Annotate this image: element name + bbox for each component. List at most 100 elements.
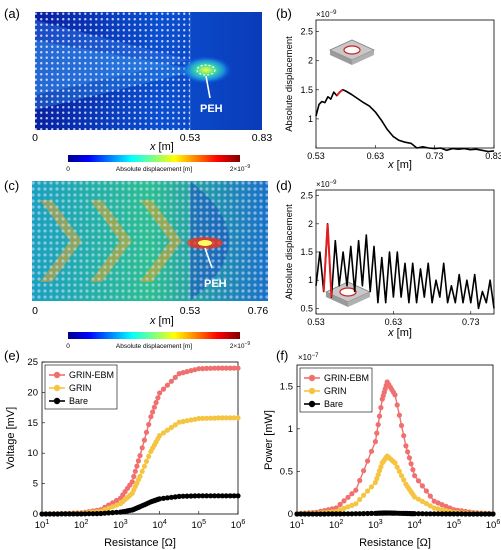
panel-d-xlabel: x [m] [387, 327, 412, 339]
panel-e-series-0-point-25 [129, 479, 135, 485]
panel-f-series-2-point-47 [419, 511, 425, 517]
panel-e-series-1-point-48 [188, 417, 194, 423]
panel-e-series-2-point-1 [43, 511, 49, 517]
panel-e-y-tick-4: 20 [27, 387, 38, 398]
panel-f-series-0-point-36 [394, 402, 400, 408]
panel-e-series-2-point-12 [86, 511, 92, 517]
panel-b-y-tick-3: 2.5 [300, 27, 313, 37]
panel-f-series-1-point-46 [415, 496, 422, 502]
panel-e-series-0-point-48 [188, 368, 194, 374]
panel-f-series-0-point-38 [398, 422, 405, 429]
panel-f-series-2-point-1 [298, 511, 304, 517]
panel-d-y-tick-2: 1.5 [300, 247, 313, 257]
panel-d-y-tick-3: 2 [308, 219, 313, 229]
panel-f-series-2-point-46 [415, 511, 422, 517]
panel-e-series-2-point-2 [47, 511, 53, 517]
panel-f-legend-label-0: GRIN-EBM [324, 373, 369, 383]
panel-e-series-2-point-42 [164, 495, 170, 501]
panel-e-series-2-point-41 [160, 495, 167, 501]
panel-f-series-1-point-19 [368, 484, 375, 490]
panel-c-colorbar-min: 0 [66, 343, 70, 350]
panel-b-y-tick-2: 2 [308, 56, 313, 66]
panel-b-plot [315, 89, 495, 153]
panel-f-series-0-point-18 [365, 458, 371, 464]
panel-f-exponent: ×10−7 [298, 353, 319, 362]
panel-e-series-1-point-17 [106, 505, 112, 511]
panel-d-series-line [315, 223, 495, 310]
panel-b-x-tick-3: 0.83 [485, 151, 501, 161]
panel-a-label: (a) [4, 6, 20, 21]
panel-e-series-1-point-51 [200, 415, 206, 421]
panel-e-series-0-point-46 [180, 370, 186, 376]
panel-e-series-0-point-49 [192, 367, 198, 373]
panel-a-x-tick-2: 0.83 [252, 132, 273, 144]
panel-f-series-1-point-45 [412, 494, 418, 500]
panel-e-series-0-point-57 [223, 365, 229, 371]
panel-f-y-tick-1: 0.5 [280, 466, 293, 477]
panel-f-series-0-point-19 [368, 448, 375, 454]
panel-f-series-1-point-11 [337, 507, 343, 513]
panel-e-series-2-point-7 [66, 511, 72, 517]
panel-f-series-1-point-47 [419, 498, 425, 504]
panel-d-plate-icon [325, 281, 371, 307]
panel-a-colorbar-max: 2×10−9 [230, 164, 251, 173]
panel-e-series-1-point-32 [141, 463, 147, 469]
panel-e-series-2-point-17 [106, 510, 112, 516]
panel-b-y-ticks: 1 1.5 2 2.5 [300, 27, 319, 124]
panel-e-series-2-point-47 [184, 493, 190, 499]
panel-b-exponent: ×10−9 [316, 10, 337, 19]
panel-f-x-tick-0: 101 [290, 519, 305, 531]
panel-b-ylabel: Absolute displacement [284, 36, 295, 132]
panel-d-y-tick-0: 0.5 [300, 303, 313, 313]
panel-b-x-tick-2: 0.73 [426, 151, 444, 161]
panel-f-series-1-point-21 [374, 476, 380, 482]
panel-d-plot [315, 223, 495, 310]
panel-e-series-1-point-57 [223, 415, 229, 421]
panel-f-series-2-point-2 [302, 511, 308, 517]
panel-e-series-1-point-49 [192, 416, 198, 422]
panel-e-series-2-point-15 [98, 510, 104, 517]
panel-f-legend-label-1: GRIN [324, 386, 347, 396]
panel-f-series-1-point-14 [349, 502, 355, 508]
panel-e-xlabel: Resistance [Ω] [104, 537, 176, 549]
panel-e-series-0-point-44 [172, 374, 178, 380]
panel-e-series-2-point-11 [82, 511, 88, 517]
panel-e-series-0-point-56 [219, 365, 225, 371]
panel-e-series-2-point-43 [168, 494, 174, 500]
panel-f-series-0-point-52 [439, 502, 445, 508]
panel-e-legend: GRIN-EBM GRIN Bare [44, 364, 118, 410]
panel-e-series-0-point-39 [155, 395, 161, 401]
panel-c-peh-label: PEH [204, 278, 227, 290]
panel-e-series-1-point-59 [231, 415, 237, 421]
panel-e-x-tick-3: 104 [152, 519, 167, 531]
panel-f-series-1-point-16 [357, 496, 363, 503]
panel-f-series-0-point-37 [396, 412, 402, 418]
panel-f-series-0-point-40 [403, 443, 409, 449]
panel-e-series-1-point-42 [164, 427, 170, 433]
panel-f-series-2-point-13 [345, 511, 351, 517]
panel-e-series-0-point-37 [151, 404, 157, 410]
panel-e-series-1-point-54 [211, 415, 218, 421]
panel-a-colorbar [68, 155, 240, 162]
panel-e-series-1-point-43 [168, 424, 174, 431]
panel-c-grin-lattice [32, 181, 268, 301]
panel-e-series-0-point-51 [200, 366, 206, 372]
panel-f-series-0-point-16 [357, 477, 363, 484]
panel-a-peh-arrow [205, 75, 211, 99]
panel-a: (a) PEH 0 0.53 0.83 x [m] 0 Absolute dis… [4, 6, 272, 173]
panel-f-series-2-point-54 [447, 511, 453, 517]
panel-f-series-2-point-15 [353, 511, 359, 517]
panel-f-series-2-point-63 [482, 511, 488, 517]
panel-f-series-1-point-48 [423, 501, 429, 507]
panel-f-series-0-point-15 [353, 487, 359, 493]
panel-f-series-0-point-11 [337, 501, 343, 508]
panel-e-series-0-point-41 [160, 386, 167, 392]
panel-e-series-2-point-51 [200, 493, 206, 499]
panel-e-series-2-point-3 [51, 511, 57, 517]
panel-f-x-tick-1: 102 [329, 519, 344, 531]
panel-e-series-2-point-19 [113, 509, 120, 515]
panel-f-series-2-point-17 [361, 510, 367, 517]
panel-e-series-1-point-40 [157, 433, 163, 439]
panel-e-series-2-point-16 [102, 510, 108, 516]
